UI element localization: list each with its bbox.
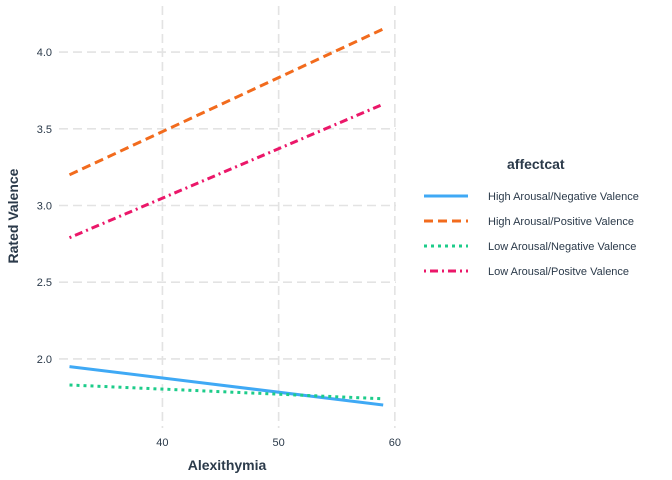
legend-title: affectcat: [507, 156, 565, 172]
x-tick-label: 40: [156, 437, 168, 449]
y-tick-label: 2.0: [37, 354, 52, 366]
y-axis-ticks: 2.0 2.5 3.0 3.5 4.0: [37, 47, 52, 366]
y-tick-label: 3.5: [37, 124, 52, 136]
series-line-low-arousal-positve-valence: [68, 102, 384, 240]
y-tick-label: 4.0: [37, 47, 52, 59]
y-tick-label: 3.0: [37, 200, 52, 212]
legend-label: Low Arousal/Positve Valence: [488, 266, 629, 278]
series-line-low-arousal-negative-valence: [69, 383, 384, 401]
x-tick-label: 50: [273, 437, 285, 449]
legend: affectcat High Arousal/Negative Valence H…: [424, 156, 639, 278]
legend-label: Low Arousal/Negative Valence: [488, 241, 636, 253]
series-line-high-arousal-negative-valence: [69, 365, 384, 407]
series-lines: [68, 27, 384, 407]
x-axis-title: Alexithymia: [188, 457, 267, 473]
legend-label: High Arousal/Negative Valence: [488, 191, 639, 203]
x-axis-ticks: 40 50 60: [156, 437, 401, 449]
series-line-high-arousal-positive-valence: [68, 27, 384, 177]
legend-label: High Arousal/Positive Valence: [488, 216, 634, 228]
grid: [59, 6, 396, 428]
x-tick-label: 60: [389, 437, 401, 449]
y-tick-label: 2.5: [37, 277, 52, 289]
y-axis-title: Rated Valence: [5, 168, 21, 263]
